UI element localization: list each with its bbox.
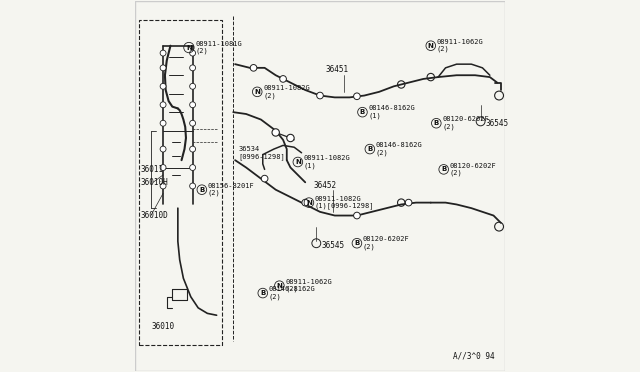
- Text: 36010D: 36010D: [141, 211, 169, 220]
- Circle shape: [353, 93, 360, 100]
- Circle shape: [189, 183, 196, 189]
- Circle shape: [317, 92, 323, 99]
- Circle shape: [160, 146, 166, 152]
- Text: 08120-6202F
(2): 08120-6202F (2): [449, 163, 497, 176]
- Text: 08911-1082G
(2): 08911-1082G (2): [263, 85, 310, 99]
- Circle shape: [189, 83, 196, 89]
- Text: 36011: 36011: [141, 165, 164, 174]
- Text: 08911-1082G
(1): 08911-1082G (1): [304, 155, 351, 169]
- Text: B: B: [355, 240, 360, 246]
- Circle shape: [160, 50, 166, 56]
- Text: 08120-6202F
(2): 08120-6202F (2): [363, 237, 410, 250]
- Circle shape: [261, 175, 268, 182]
- Text: 08146-8162G
(2): 08146-8162G (2): [269, 286, 316, 300]
- Text: A//3^0 94: A//3^0 94: [453, 351, 495, 360]
- Text: 08120-6202F
(2): 08120-6202F (2): [442, 116, 489, 130]
- Text: 36545: 36545: [322, 241, 345, 250]
- Text: B: B: [199, 187, 204, 193]
- Text: 08156-8201F
(2): 08156-8201F (2): [208, 183, 255, 196]
- Text: 08146-8162G
(1): 08146-8162G (1): [369, 105, 415, 119]
- Circle shape: [160, 102, 166, 108]
- Text: 36451: 36451: [325, 65, 348, 74]
- Circle shape: [189, 50, 196, 56]
- Text: 36010H: 36010H: [141, 178, 169, 187]
- Circle shape: [189, 120, 196, 126]
- Circle shape: [405, 199, 412, 206]
- Circle shape: [302, 199, 308, 206]
- Text: B: B: [360, 109, 365, 115]
- Text: N: N: [306, 200, 312, 206]
- Text: N: N: [295, 159, 301, 165]
- Circle shape: [160, 164, 166, 170]
- Text: 08911-1081G
(2): 08911-1081G (2): [195, 41, 242, 54]
- Text: N: N: [428, 43, 434, 49]
- Text: B: B: [441, 166, 446, 172]
- Circle shape: [280, 76, 287, 82]
- Text: 36452: 36452: [314, 182, 337, 190]
- Circle shape: [160, 120, 166, 126]
- Text: N: N: [276, 283, 282, 289]
- Text: 08911-1062G
(2): 08911-1062G (2): [285, 279, 332, 292]
- Text: B: B: [260, 290, 266, 296]
- Text: 36534
[0996-1298]: 36534 [0996-1298]: [239, 146, 285, 160]
- Text: 08911-1082G
(1)[0996-1298]: 08911-1082G (1)[0996-1298]: [315, 196, 374, 209]
- Text: B: B: [434, 120, 439, 126]
- Text: 08911-1062G
(2): 08911-1062G (2): [436, 39, 483, 52]
- Circle shape: [189, 102, 196, 108]
- Text: B: B: [367, 146, 372, 152]
- Text: N: N: [254, 89, 260, 95]
- Circle shape: [160, 83, 166, 89]
- Circle shape: [189, 65, 196, 71]
- Circle shape: [250, 64, 257, 71]
- Circle shape: [189, 164, 196, 170]
- Circle shape: [287, 134, 294, 142]
- Text: 36545: 36545: [485, 119, 509, 128]
- Text: 08146-8162G
(2): 08146-8162G (2): [376, 142, 422, 156]
- Circle shape: [353, 212, 360, 219]
- Circle shape: [272, 129, 280, 136]
- Circle shape: [160, 183, 166, 189]
- Text: N: N: [186, 45, 192, 51]
- Circle shape: [160, 65, 166, 71]
- Text: 36010: 36010: [152, 322, 175, 331]
- Circle shape: [189, 146, 196, 152]
